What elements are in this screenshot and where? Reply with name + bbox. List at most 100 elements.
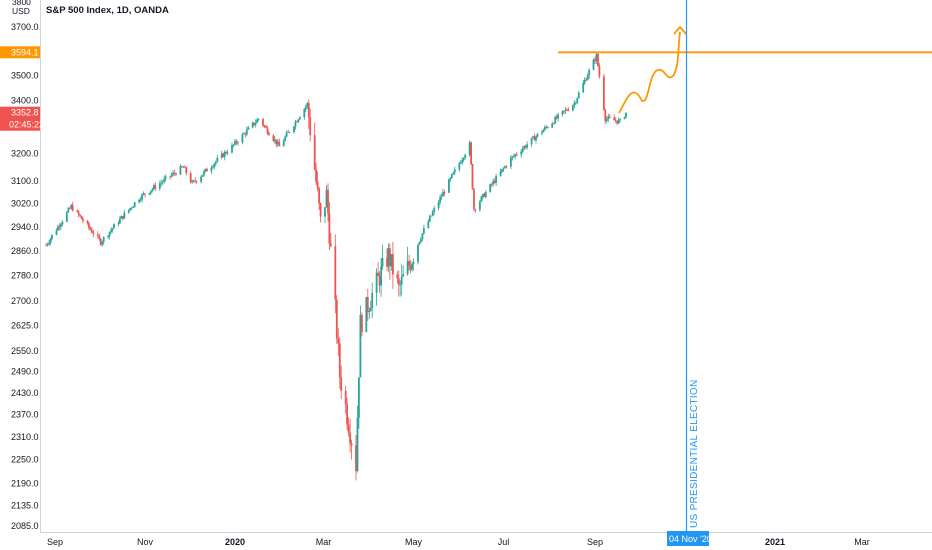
candle-body	[347, 424, 350, 433]
candle-body	[194, 180, 197, 182]
candle	[68, 207, 71, 210]
candle-body	[499, 171, 502, 176]
candle	[45, 243, 47, 246]
candle-body	[61, 221, 64, 225]
candle	[397, 270, 400, 297]
candle-body	[366, 297, 369, 313]
candle-body	[76, 210, 78, 212]
candle-body	[451, 174, 453, 178]
last-price-badge	[0, 106, 40, 131]
y-tick-label: 3020.0	[11, 199, 39, 209]
currency-top-cut: 3800	[12, 0, 31, 7]
candle-body	[254, 122, 257, 125]
candle-body	[77, 211, 80, 215]
candle	[245, 126, 248, 137]
last-price-text: 3352.8	[11, 108, 39, 118]
candle-body	[399, 284, 402, 286]
candle	[551, 121, 554, 128]
candle-body	[191, 181, 194, 183]
candle	[60, 222, 62, 231]
candle-body	[614, 120, 617, 121]
candle	[583, 77, 586, 86]
candle	[523, 145, 526, 151]
candle	[172, 170, 174, 177]
candle-body	[182, 166, 185, 168]
candle	[520, 149, 523, 158]
candle	[175, 172, 177, 177]
candle	[77, 210, 80, 218]
candle-body	[583, 79, 586, 83]
candle	[359, 305, 362, 378]
candle	[318, 186, 320, 210]
candle	[625, 112, 627, 119]
candle	[501, 169, 503, 173]
candle-body	[189, 173, 192, 183]
candle-body	[411, 263, 413, 270]
candle-body	[324, 207, 326, 217]
candle-body	[68, 208, 71, 210]
candle	[58, 223, 61, 231]
candle	[107, 234, 109, 240]
candle-body	[148, 193, 151, 195]
candle-body	[452, 172, 455, 175]
x-tick-label: Sep	[587, 537, 603, 547]
candle-body	[349, 432, 351, 444]
candle	[479, 200, 481, 212]
candle-body	[462, 158, 465, 160]
candle-body	[101, 241, 104, 245]
candle-body	[80, 216, 83, 220]
candle	[98, 233, 101, 241]
candle	[607, 113, 610, 122]
candle-body	[515, 154, 518, 156]
y-tick-label: 3500.0	[11, 70, 39, 80]
candle-body	[237, 142, 239, 144]
candle	[192, 179, 195, 183]
candle-body	[276, 141, 279, 145]
candle	[411, 261, 413, 272]
candle	[179, 164, 182, 176]
y-tick-label: 3100.0	[11, 176, 39, 186]
candle	[588, 68, 590, 79]
candle	[92, 230, 95, 238]
candle	[189, 170, 192, 184]
candle	[378, 271, 381, 293]
resistance-price-text: 3594.1	[11, 47, 39, 57]
candle	[338, 337, 341, 389]
candle	[284, 135, 287, 142]
candle	[453, 166, 456, 175]
candle	[91, 227, 93, 234]
candle	[212, 165, 214, 169]
candle	[76, 209, 78, 213]
candle-body	[96, 234, 99, 236]
candle	[515, 152, 518, 157]
candle	[235, 139, 238, 145]
candle	[293, 125, 295, 134]
candle-body	[586, 75, 589, 81]
candle	[504, 165, 506, 169]
candle-body	[232, 144, 235, 146]
candle	[489, 183, 492, 193]
candle	[505, 165, 508, 169]
candle-body	[561, 110, 564, 115]
candle-body	[573, 103, 576, 106]
candle	[574, 101, 577, 105]
candle-body	[222, 153, 225, 157]
candle	[154, 182, 157, 191]
candle-body	[521, 148, 524, 152]
projection-arrow-path[interactable]	[618, 31, 681, 114]
candlestick-series[interactable]	[45, 52, 627, 481]
candle	[366, 288, 369, 321]
candle-body	[213, 163, 216, 167]
candle	[572, 104, 574, 112]
candle	[272, 134, 275, 143]
candle-body	[244, 133, 247, 135]
candle	[201, 174, 204, 177]
candle	[592, 58, 595, 71]
candle-body	[212, 166, 214, 168]
candle	[55, 228, 58, 236]
candle-body	[542, 129, 545, 133]
candle-body	[204, 168, 207, 172]
candle-body	[513, 156, 515, 157]
candle	[585, 77, 587, 81]
